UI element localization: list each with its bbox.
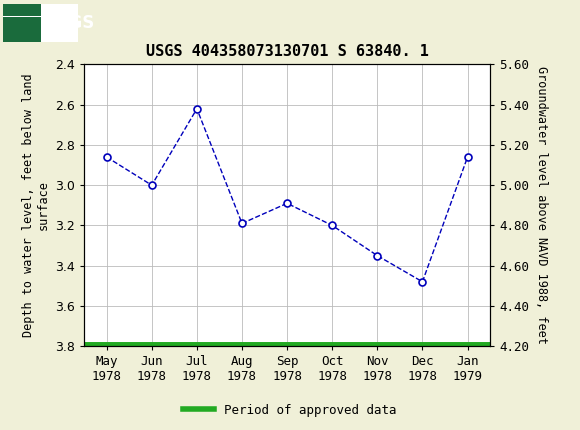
Bar: [3, 29, 41, 42]
Bar: [3, 4, 41, 16]
Y-axis label: Groundwater level above NAVD 1988, feet: Groundwater level above NAVD 1988, feet: [535, 66, 548, 344]
Title: USGS 404358073130701 S 63840. 1: USGS 404358073130701 S 63840. 1: [146, 44, 429, 59]
Text: USGS: USGS: [44, 14, 95, 31]
Y-axis label: Depth to water level, feet below land
surface: Depth to water level, feet below land su…: [21, 74, 50, 337]
Legend: Period of approved data: Period of approved data: [178, 399, 402, 421]
Bar: [3, 3, 78, 42]
Bar: [3, 17, 41, 29]
